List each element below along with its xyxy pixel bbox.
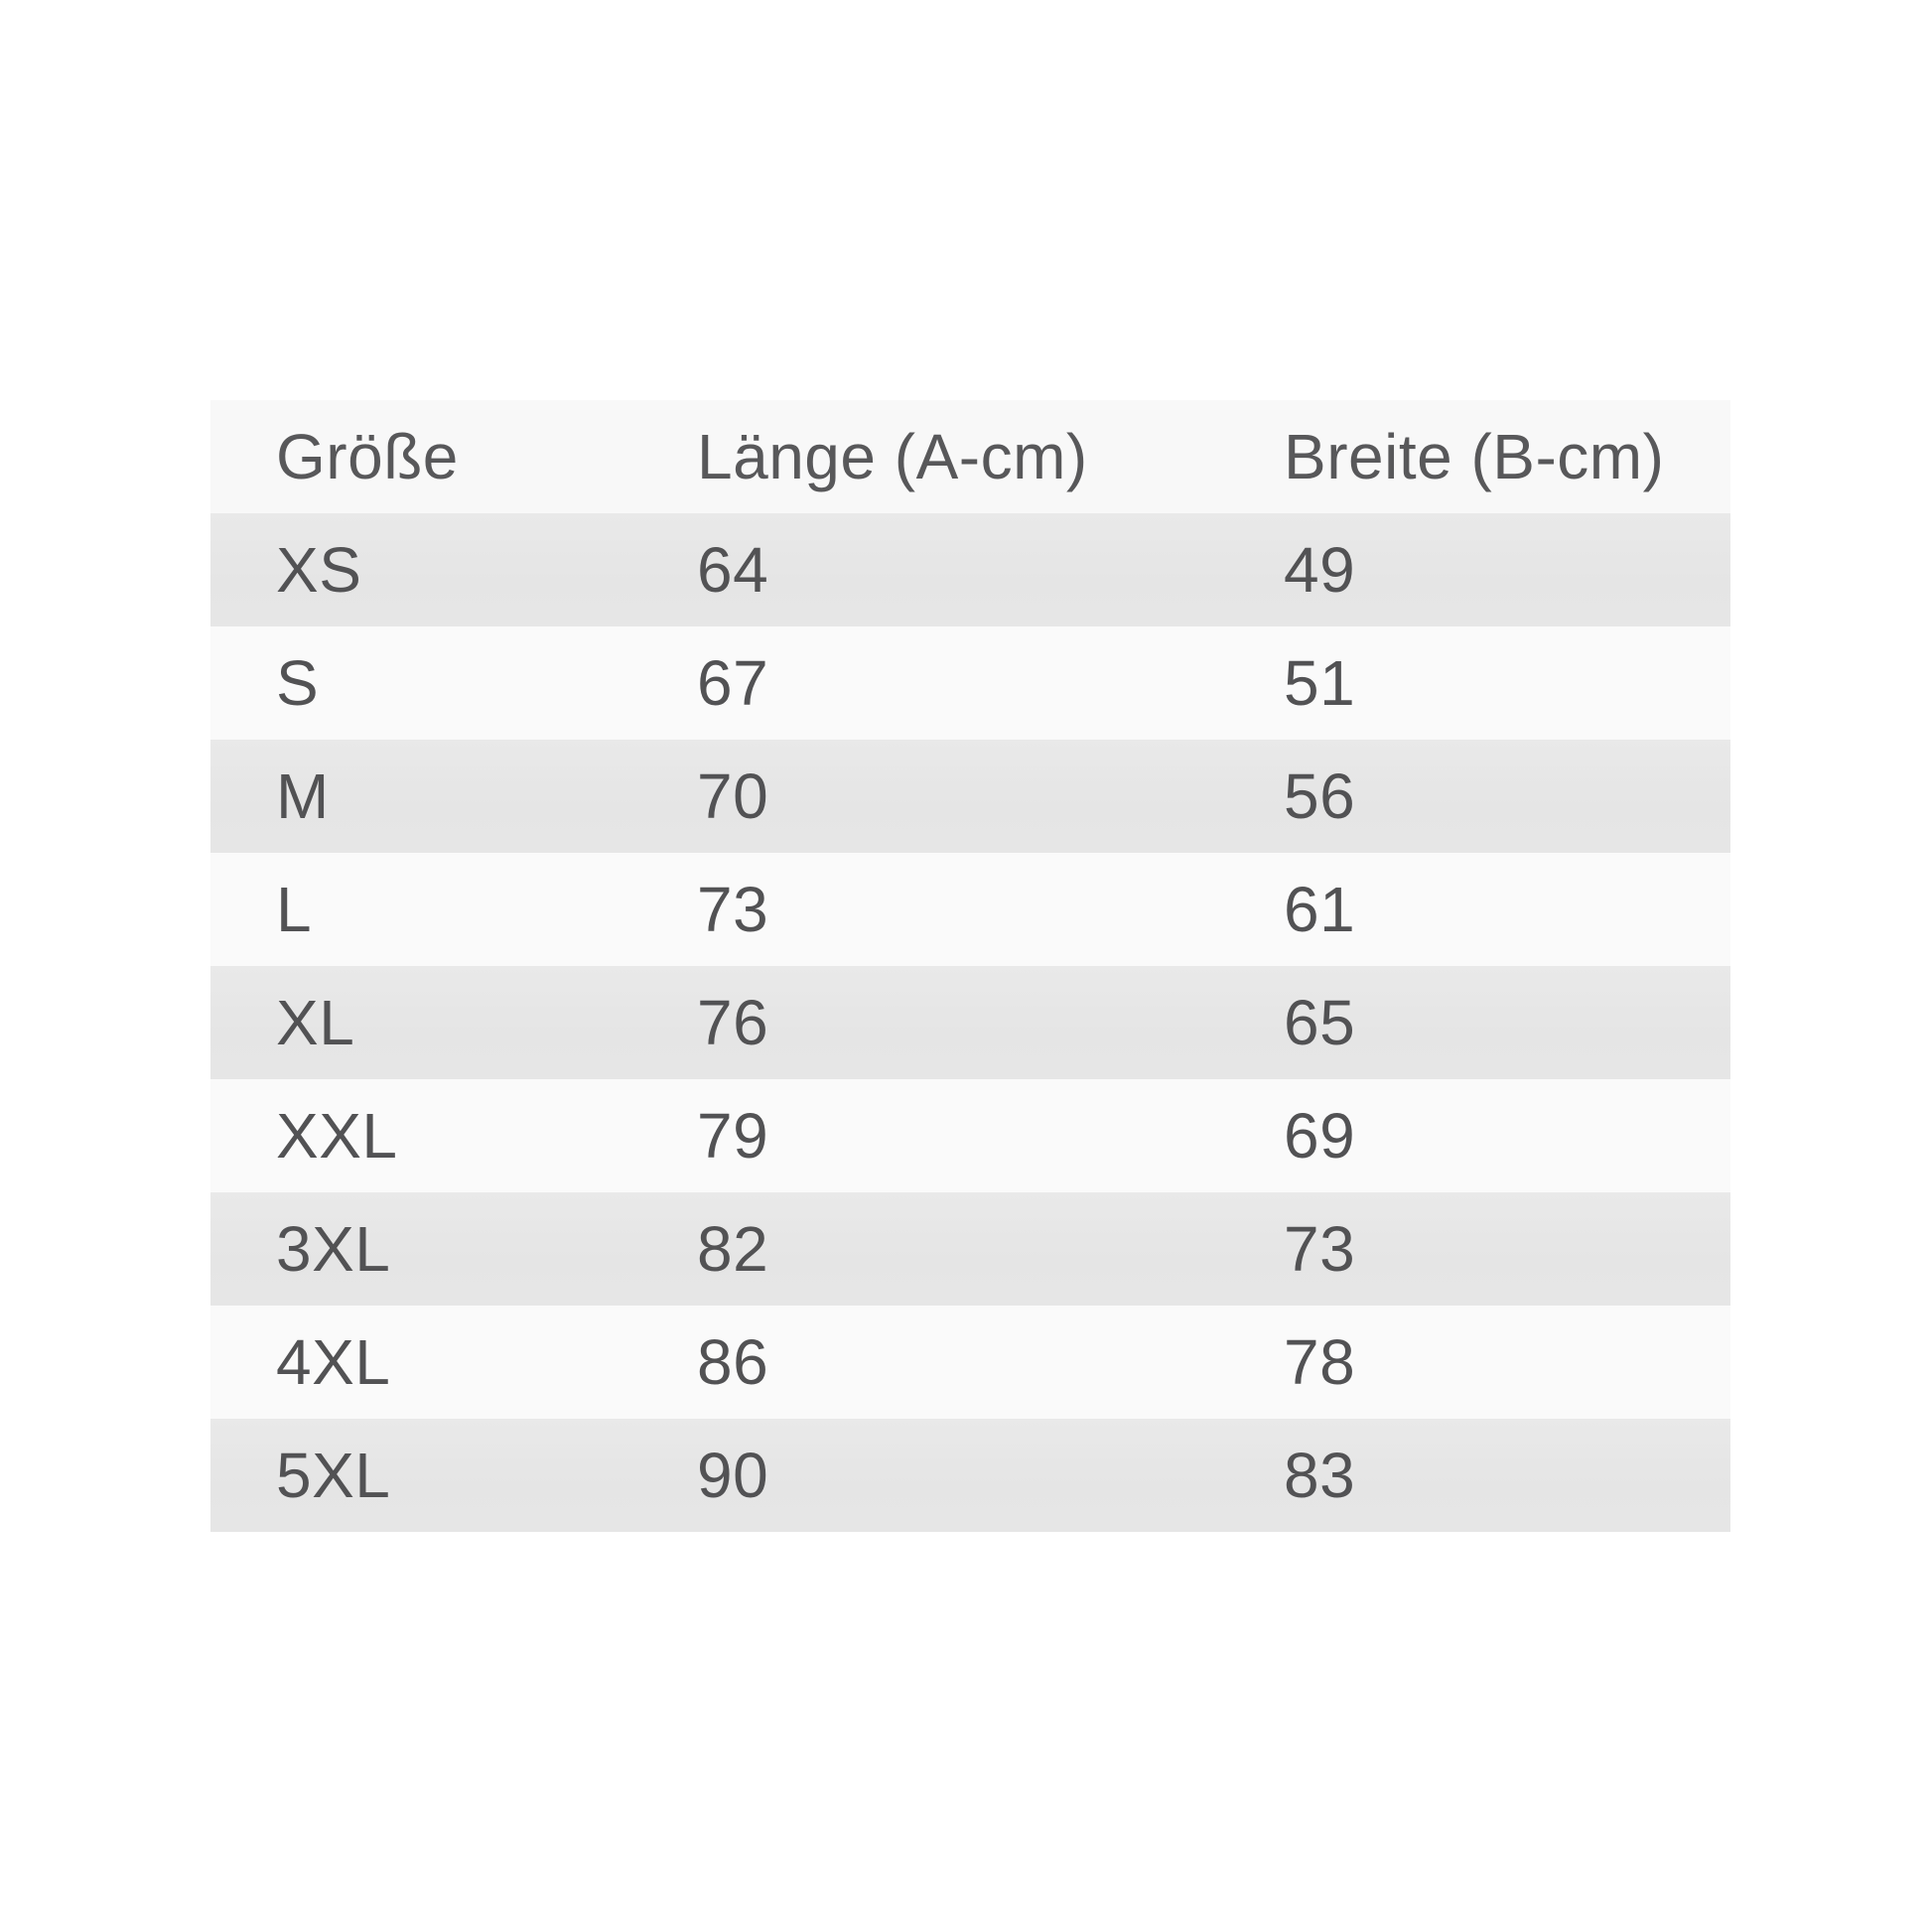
width-value: 69 [1284,1100,1356,1172]
table-row-5xl: 5XL 90 83 [210,1419,1730,1532]
size-label: XS [276,534,362,606]
width-value: 49 [1284,534,1356,606]
width-value: 65 [1284,987,1356,1058]
header-length: Länge (A-cm) [697,421,1088,492]
table-row-xl: XL 76 65 [210,966,1730,1079]
length-value: 76 [697,987,769,1058]
size-label: S [276,647,320,719]
table-row-3xl: 3XL 82 73 [210,1192,1730,1306]
table-row-m: M 70 56 [210,740,1730,853]
width-value: 73 [1284,1213,1356,1285]
size-label: XL [276,987,355,1058]
length-value: 73 [697,874,769,945]
header-width: Breite (B-cm) [1284,421,1665,492]
width-value: 51 [1284,647,1356,719]
size-label: XXL [276,1100,398,1172]
length-value: 82 [697,1213,769,1285]
length-value: 79 [697,1100,769,1172]
width-value: 78 [1284,1326,1356,1398]
table-row-s: S 67 51 [210,626,1730,740]
length-value: 67 [697,647,769,719]
header-size: Größe [276,421,459,492]
size-label: 4XL [276,1326,391,1398]
size-label: 3XL [276,1213,391,1285]
size-label: 5XL [276,1440,391,1511]
size-label: M [276,760,330,832]
size-label: L [276,874,313,945]
width-value: 83 [1284,1440,1356,1511]
table-row-l: L 73 61 [210,853,1730,966]
table-header-row: Größe Länge (A-cm) Breite (B-cm) [210,400,1730,513]
table-row-xxl: XXL 79 69 [210,1079,1730,1192]
table-row-xs: XS 64 49 [210,513,1730,626]
width-value: 61 [1284,874,1356,945]
length-value: 90 [697,1440,769,1511]
width-value: 56 [1284,760,1356,832]
length-value: 64 [697,534,769,606]
length-value: 70 [697,760,769,832]
size-chart-table: Größe Länge (A-cm) Breite (B-cm) XS 64 4… [210,400,1730,1532]
length-value: 86 [697,1326,769,1398]
table-row-4xl: 4XL 86 78 [210,1306,1730,1419]
